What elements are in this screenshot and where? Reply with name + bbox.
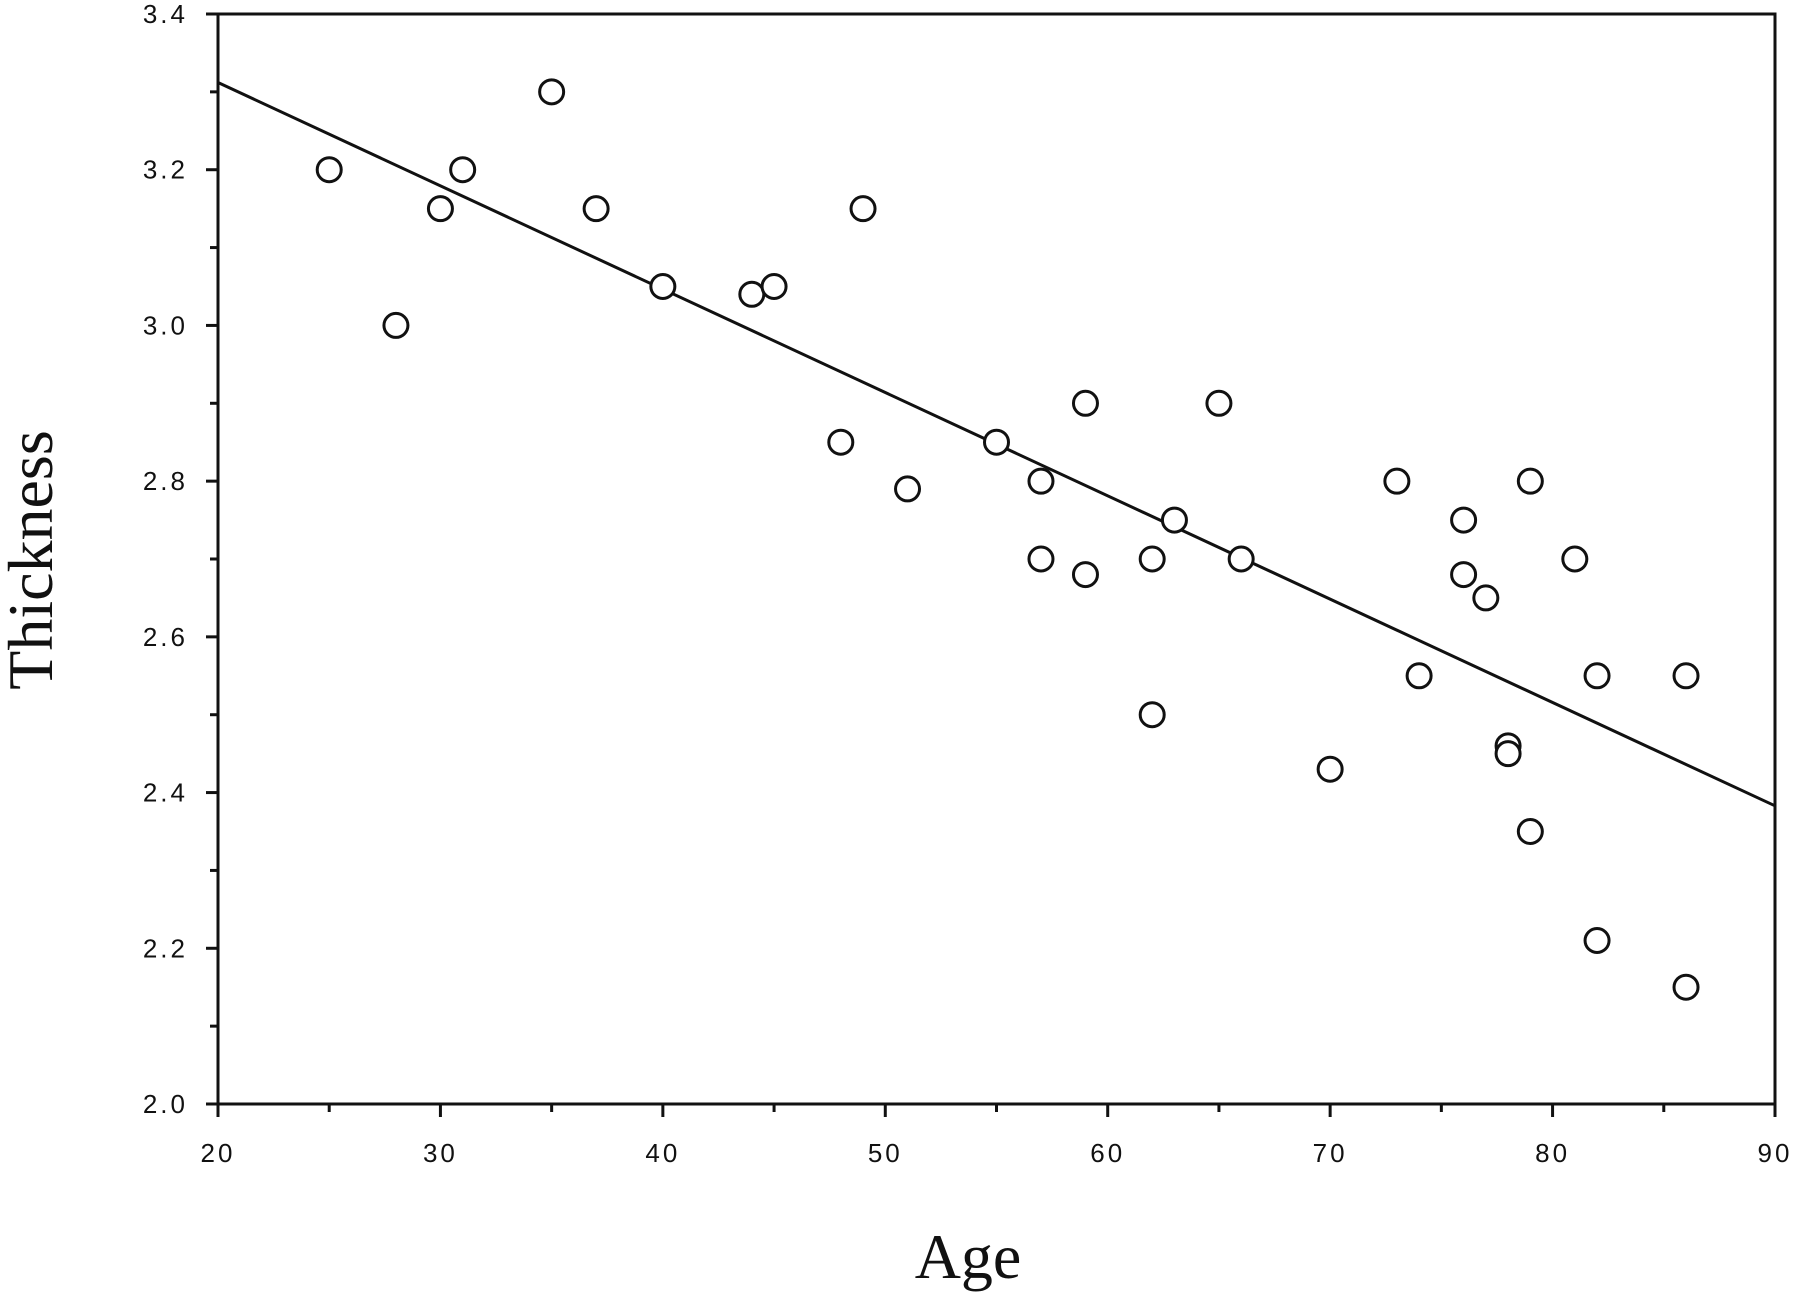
data-point [1160,506,1188,534]
data-point [1672,662,1700,690]
data-point [1472,584,1500,612]
data-point [538,78,566,106]
x-axis-tick-labels: 20 30 40 50 60 70 80 90 [201,1138,1793,1168]
y-axis-tick-labels: 2.0 2.2 2.4 2.6 2.8 3.0 3.2 3.4 [143,0,188,1119]
data-point [582,195,610,223]
data-point [1583,662,1611,690]
data-point [827,428,855,456]
data-point [1561,545,1589,573]
data-point [983,428,1010,456]
data-point [1494,740,1522,768]
x-axis-title: Age [915,1221,1022,1292]
x-axis-ticks [216,1104,1777,1117]
y-tick-label: 2.2 [143,933,188,963]
data-point [849,195,877,223]
data-point [1383,467,1411,495]
data-point [315,156,343,184]
y-tick-label: 3.4 [143,0,188,29]
data-points [315,78,1700,1001]
x-tick-label: 40 [645,1138,680,1168]
data-point [1071,389,1099,417]
data-point [760,273,788,300]
x-tick-label: 80 [1535,1138,1570,1168]
data-point [1316,755,1344,783]
data-point [894,475,922,503]
data-point [1450,561,1478,589]
data-point [1027,545,1055,573]
data-point [1138,701,1166,729]
y-tick-label: 3.2 [143,155,188,185]
data-point [426,195,454,223]
data-point [382,311,410,339]
y-tick-label: 2.4 [143,778,188,808]
data-point [1516,818,1544,845]
y-tick-label: 2.6 [143,622,188,652]
data-point [738,280,766,308]
x-tick-label: 70 [1313,1138,1348,1168]
x-tick-label: 30 [423,1138,458,1168]
y-tick-label: 2.8 [143,466,188,496]
x-tick-label: 50 [868,1138,903,1168]
data-point [1583,927,1611,954]
x-tick-label: 60 [1090,1138,1125,1168]
data-point [1672,973,1700,1001]
data-point [1138,545,1166,573]
data-point [1405,662,1433,690]
y-tick-label: 2.0 [143,1089,188,1119]
data-point [1071,561,1099,589]
data-point [1450,506,1478,534]
x-tick-label: 20 [201,1138,236,1168]
y-axis-title: Thickness [0,430,66,690]
y-tick-label: 3.0 [143,310,188,340]
data-point [1227,545,1255,573]
data-point [649,273,677,300]
data-point [449,156,477,184]
plot-frame [216,12,1777,1106]
data-point [1027,467,1055,495]
data-point [1516,467,1544,495]
data-point [1205,389,1233,417]
y-axis-ticks [206,12,218,1106]
x-tick-label: 90 [1758,1138,1793,1168]
